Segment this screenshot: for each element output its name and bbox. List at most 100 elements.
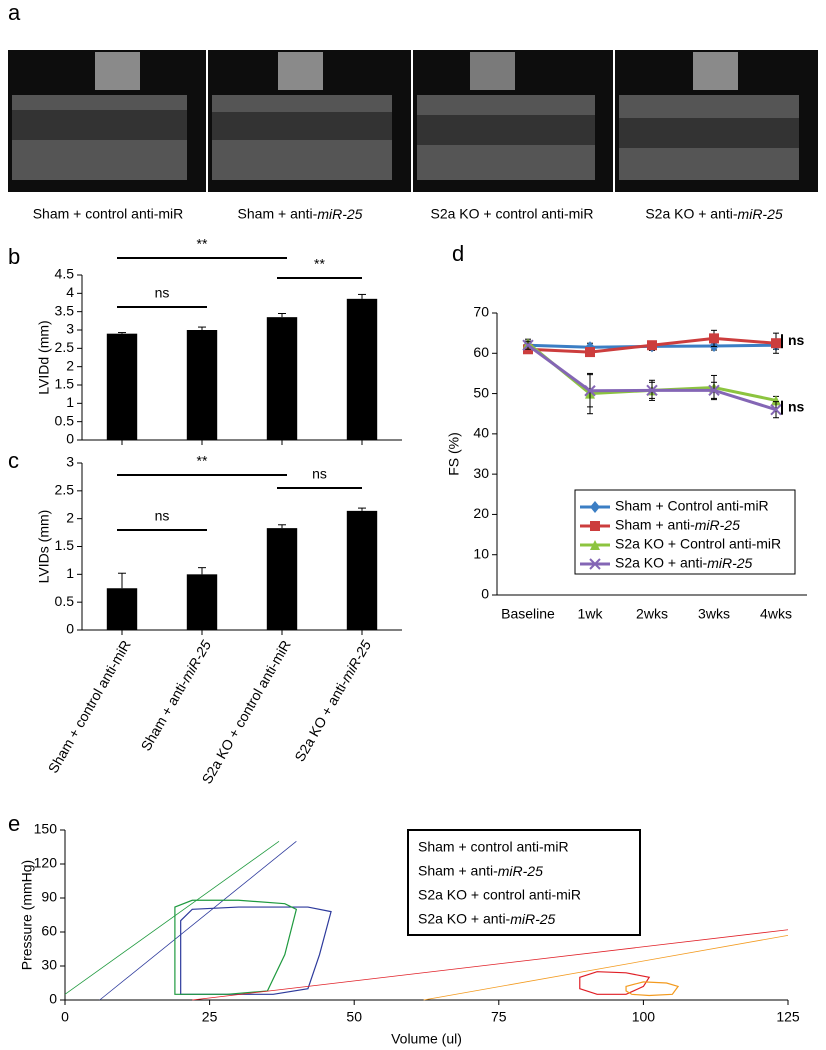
y-axis-title: LVIDd (mm): [36, 320, 52, 394]
y-tick-label: 90: [41, 889, 57, 905]
y-tick-label: 60: [41, 923, 57, 939]
y-tick-label: 0: [66, 431, 74, 447]
significance-label: **: [197, 236, 208, 252]
x-tick-label: 0: [61, 1009, 69, 1025]
y-tick-label: 0: [49, 991, 57, 1007]
y-tick-label: 1.5: [55, 537, 75, 553]
x-tick-label: 25: [202, 1009, 218, 1025]
y-tick-label: 0: [481, 586, 489, 602]
legend-label: Sham + control anti-miR: [418, 839, 569, 855]
image-caption: S2a KO + anti-miR-25: [645, 206, 783, 222]
y-tick-label: 150: [34, 821, 58, 837]
error-bar: [118, 332, 126, 334]
y-tick-label: 3: [66, 321, 74, 337]
image-caption: Sham + control anti-miR: [33, 206, 184, 222]
y-tick-label: 0: [66, 621, 74, 637]
x-tick-label: Sham + control anti-miR: [45, 637, 134, 775]
pv-loop: [579, 971, 651, 995]
marker: [585, 347, 595, 358]
error-bar: [358, 507, 366, 511]
panel-label: e: [8, 811, 20, 836]
x-axis-title: Volume (ul): [391, 1031, 462, 1047]
y-tick-label: 2: [66, 509, 74, 525]
y-tick-label: 30: [473, 465, 489, 481]
significance-label: ns: [788, 398, 805, 414]
x-tick-label: S2a KO + anti-miR-25: [291, 637, 374, 764]
legend-label: S2a KO + anti-miR-25: [615, 555, 753, 571]
x-tick-label: 3wks: [698, 606, 730, 622]
y-tick-label: 30: [41, 957, 57, 973]
y-tick-label: 20: [473, 505, 489, 521]
marker: [646, 384, 658, 397]
error-bar: [198, 326, 206, 330]
x-tick-label: Sham + anti-miR-25: [138, 637, 214, 753]
marker: [584, 385, 596, 397]
panel-label: a: [8, 0, 21, 25]
y-tick-label: 10: [473, 545, 489, 561]
pv-loop: [174, 899, 298, 995]
bar: [186, 330, 218, 440]
y-tick-label: 1: [66, 394, 74, 410]
bar: [266, 317, 298, 440]
espvr-line: [423, 935, 789, 1001]
marker: [708, 384, 720, 397]
y-tick-label: 2.5: [55, 339, 75, 355]
bar: [266, 528, 298, 630]
significance-label: ns: [312, 466, 327, 482]
error-bar: [278, 313, 286, 318]
legend-label: S2a KO + control anti-miR: [418, 887, 581, 903]
legend-box: [574, 489, 796, 575]
y-tick-label: 120: [34, 855, 58, 871]
error-bar: [358, 293, 366, 299]
x-tick-label: 50: [346, 1009, 362, 1025]
x-tick-label: 125: [776, 1009, 800, 1025]
x-tick-label: 1wk: [578, 606, 604, 622]
pv-loop: [180, 906, 332, 995]
echo-images: [8, 50, 818, 192]
significance-label: ns: [788, 332, 805, 348]
legend-box: [407, 829, 641, 936]
bar: [186, 574, 218, 630]
x-tick-label: 4wks: [760, 606, 792, 622]
x-tick-label: S2a KO + control anti-miR: [198, 637, 293, 786]
significance-label: ns: [155, 508, 170, 524]
y-axis-title: FS (%): [446, 432, 462, 476]
y-axis-title: LVIDs (mm): [36, 510, 52, 584]
marker: [589, 558, 601, 570]
y-tick-label: 4.5: [55, 266, 75, 282]
pv-loop: [625, 981, 680, 997]
x-tick-label: 2wks: [636, 606, 668, 622]
marker: [771, 395, 781, 406]
bar: [346, 510, 378, 630]
y-tick-label: 0.5: [55, 412, 75, 428]
y-axis-title: Pressure (mmHg): [19, 860, 35, 970]
marker: [771, 338, 781, 349]
legend-label: Sham + anti-miR-25: [418, 863, 543, 879]
legend-label: Sham + Control anti-miR: [615, 498, 769, 514]
legend-label: S2a KO + Control anti-miR: [615, 536, 781, 552]
x-tick-label: Baseline: [501, 606, 555, 622]
y-tick-label: 60: [473, 344, 489, 360]
marker: [770, 403, 782, 416]
y-tick-label: 2: [66, 357, 74, 373]
marker: [709, 333, 719, 344]
error-bar: [198, 567, 206, 575]
legend-label: Sham + anti-miR-25: [615, 517, 740, 533]
x-tick-label: 100: [632, 1009, 656, 1025]
error-bar: [278, 524, 286, 529]
y-tick-label: 1.5: [55, 376, 75, 392]
marker: [590, 521, 600, 531]
significance-label: ns: [155, 285, 170, 301]
y-tick-label: 2.5: [55, 482, 75, 498]
significance-label: **: [314, 256, 325, 272]
error-bar: [118, 572, 126, 589]
marker: [522, 339, 534, 351]
x-tick-label: 75: [491, 1009, 507, 1025]
image-caption: S2a KO + control anti-miR: [430, 206, 593, 222]
marker: [590, 501, 600, 513]
marker: [647, 340, 657, 351]
panel-label: d: [452, 241, 464, 266]
y-tick-label: 70: [473, 304, 489, 320]
y-tick-label: 3: [66, 454, 74, 470]
y-tick-label: 0.5: [55, 593, 75, 609]
